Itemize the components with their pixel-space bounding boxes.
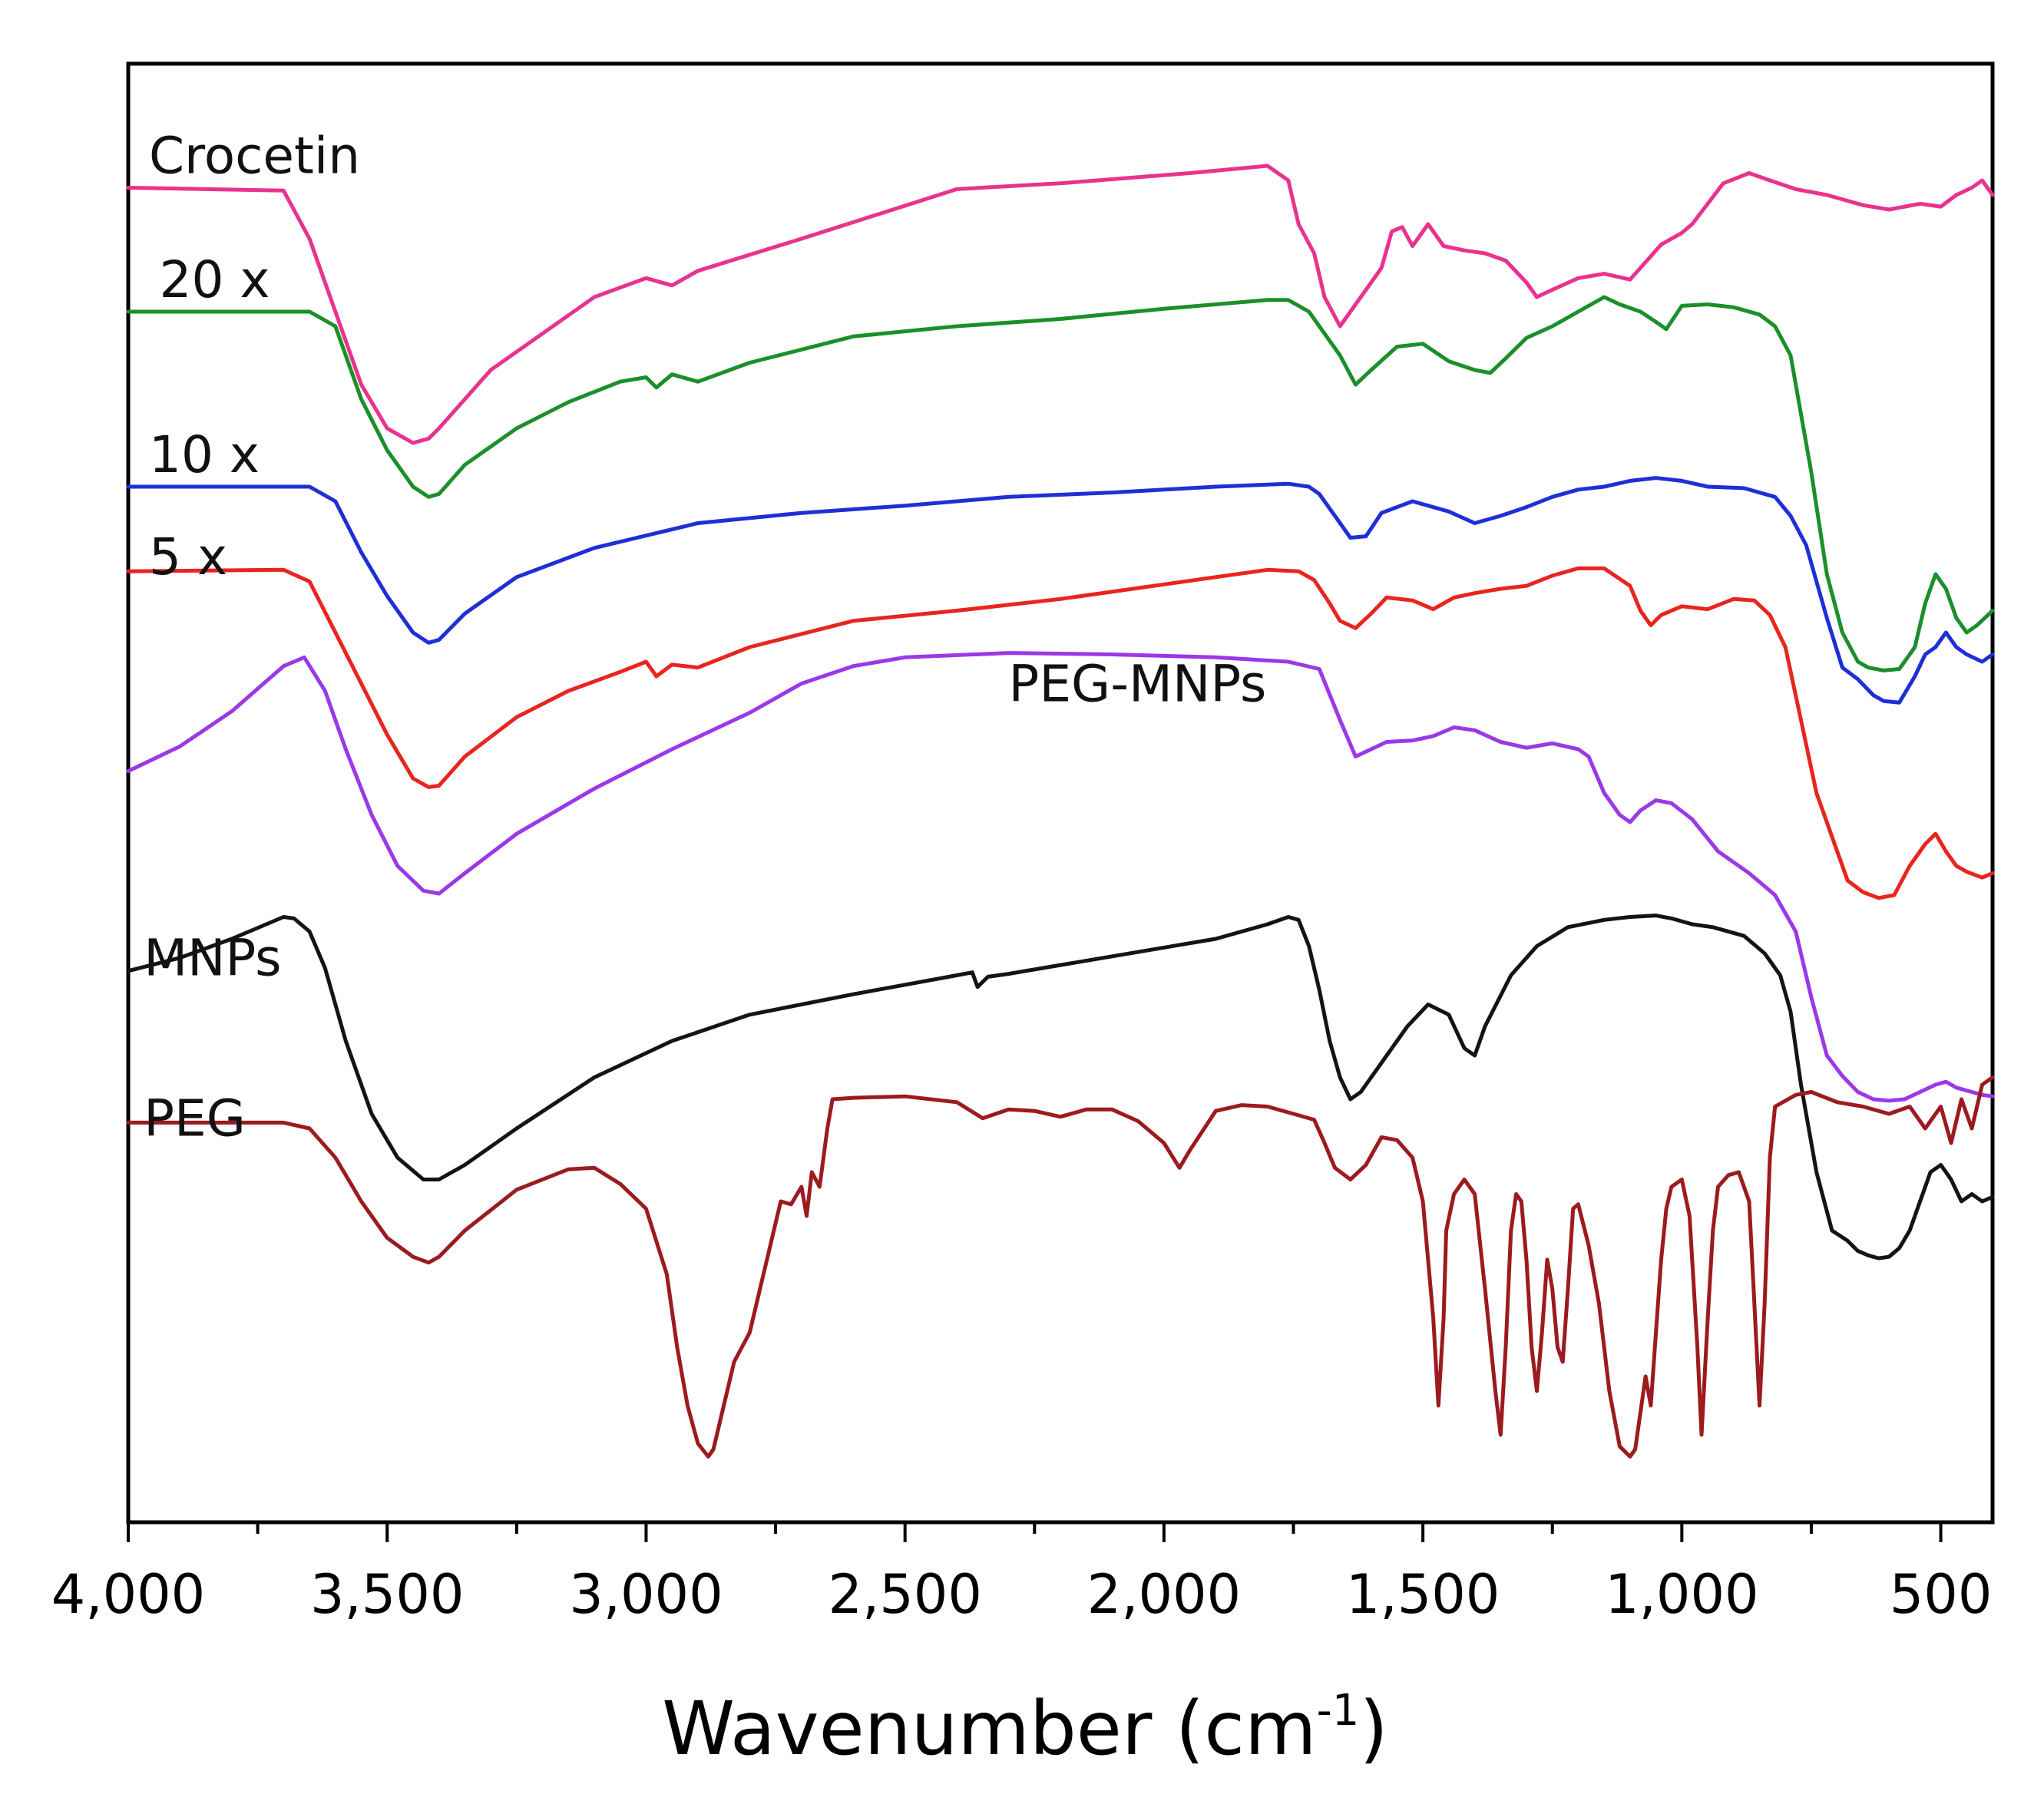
series-line-20-x <box>126 295 1995 672</box>
series-line-10-x <box>126 476 1995 705</box>
series-label: 10 x <box>149 425 260 484</box>
series-line-5-x <box>126 566 1995 900</box>
series-label: 20 x <box>159 250 270 309</box>
series-line-crocetin <box>126 164 1995 445</box>
series-label: 5 x <box>149 527 227 586</box>
series-labels: Crocetin 20 x 10 x 5 x PEG-MNPs MNPs PEG <box>144 127 1266 1148</box>
plot-area <box>126 61 1995 1525</box>
x-tick-label: 2,000 <box>1087 1563 1241 1626</box>
x-tick-label: 2,500 <box>828 1563 981 1626</box>
series-label: MNPs <box>144 929 281 988</box>
series-line-mnps <box>126 914 1995 1260</box>
series-label: Crocetin <box>149 127 360 186</box>
x-tick-label: 3,500 <box>310 1563 464 1626</box>
x-tick-label: 3,000 <box>569 1563 723 1626</box>
x-tick-label: 4,000 <box>51 1563 205 1626</box>
series-layer <box>126 164 1995 1459</box>
series-line-peg-mnps <box>126 651 1995 1103</box>
series-line-peg <box>126 1075 1995 1459</box>
series-label: PEG <box>144 1089 246 1148</box>
x-axis-title: Wavenumber (cm-1) <box>662 1686 1388 1772</box>
x-tick-label: 500 <box>1890 1563 1993 1626</box>
x-axis-ticks: 4,000 3,500 3,000 2,500 2,000 1,500 1,000 500 <box>51 1522 1993 1626</box>
series-label: PEG-MNPs <box>1009 654 1267 713</box>
x-tick-label: 1,500 <box>1346 1563 1500 1626</box>
x-tick-label: 1,000 <box>1605 1563 1758 1626</box>
